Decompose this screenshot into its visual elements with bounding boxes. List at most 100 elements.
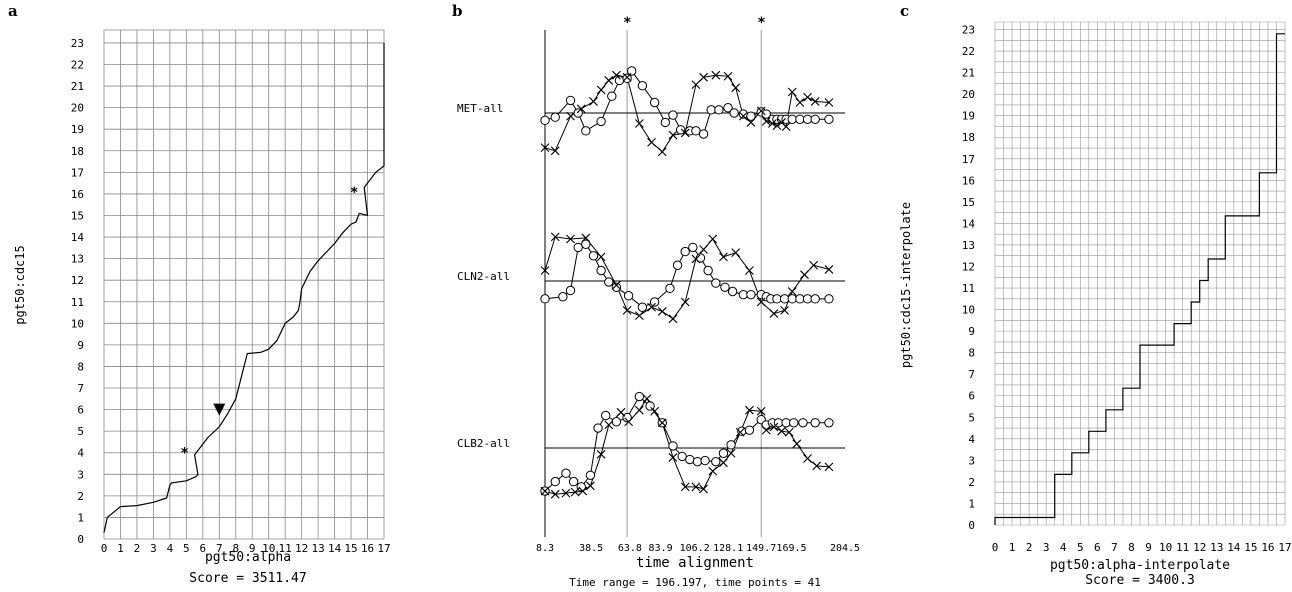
y-tick-label: 4 bbox=[77, 447, 84, 460]
x-tick-label: 13 bbox=[1210, 541, 1223, 554]
x-tick-label: 6 bbox=[1094, 541, 1101, 554]
circle-point bbox=[622, 73, 632, 84]
circle-point bbox=[540, 294, 550, 304]
x-tick-label: 12 bbox=[1193, 541, 1206, 554]
cross-point bbox=[824, 462, 834, 472]
x-tick-label: 106.2 bbox=[680, 543, 710, 554]
circle-point bbox=[789, 418, 799, 428]
star-marker: * bbox=[623, 15, 631, 31]
cross-point bbox=[803, 92, 812, 102]
circle-point bbox=[726, 440, 736, 450]
cross-point bbox=[596, 85, 606, 95]
circle-point bbox=[677, 451, 687, 462]
circle-point bbox=[637, 302, 648, 312]
cross-point bbox=[777, 426, 786, 436]
circle-point bbox=[688, 242, 698, 253]
circle-point bbox=[573, 108, 583, 118]
circle-point bbox=[779, 294, 790, 304]
circle-point bbox=[685, 454, 695, 465]
x-tick-label: 3 bbox=[150, 542, 157, 555]
circle-point bbox=[660, 117, 671, 128]
x-tick-label: 13 bbox=[311, 542, 324, 555]
cross-point bbox=[581, 233, 591, 243]
x-tick-label: 204.5 bbox=[830, 543, 860, 554]
panel-b-label: b bbox=[452, 2, 463, 20]
cross-point bbox=[723, 71, 733, 81]
circle-point bbox=[573, 242, 583, 253]
cross-point bbox=[745, 266, 754, 275]
x-tick-label: 8 bbox=[1128, 541, 1135, 554]
cross-point bbox=[769, 309, 779, 318]
cross-point bbox=[680, 482, 690, 492]
y-tick-label: 10 bbox=[962, 304, 975, 317]
cross-point bbox=[800, 270, 809, 280]
circle-point bbox=[634, 391, 645, 402]
panel-c-caption: Score = 3400.3 bbox=[1085, 573, 1195, 588]
circle-point bbox=[565, 95, 576, 106]
y-tick-label: 8 bbox=[968, 347, 975, 360]
cross-point bbox=[576, 104, 586, 114]
cross-point bbox=[550, 489, 560, 499]
circle-point bbox=[691, 126, 701, 136]
cross-point bbox=[657, 147, 667, 157]
circle-point bbox=[588, 251, 599, 261]
x-tick-label: 38.5 bbox=[579, 543, 603, 554]
cross-point bbox=[691, 80, 701, 90]
cross-point bbox=[824, 98, 834, 107]
cross-point bbox=[596, 252, 606, 262]
circle-point bbox=[746, 111, 756, 121]
y-tick-label: 21 bbox=[962, 67, 975, 80]
circle-point bbox=[761, 109, 771, 119]
circle-point bbox=[622, 412, 632, 423]
circle-point bbox=[540, 115, 550, 126]
circle-point bbox=[810, 418, 820, 428]
cross-point bbox=[824, 265, 834, 274]
cross-point bbox=[809, 260, 819, 270]
y-tick-label: 11 bbox=[71, 296, 84, 309]
cross-point bbox=[596, 449, 606, 459]
y-tick-label: 18 bbox=[962, 131, 975, 144]
circle-point bbox=[706, 105, 716, 115]
x-tick-label: 15 bbox=[1244, 541, 1257, 554]
panel-a-chart: a 0 1 2 3 4 5 6 7 8 9 10 11 12 13 14 15 16 17012345678910… bbox=[8, 2, 391, 586]
cross-point bbox=[812, 461, 822, 471]
panel-a-label: a bbox=[8, 2, 18, 20]
y-tick-label: 22 bbox=[962, 45, 975, 58]
circle-point bbox=[802, 114, 813, 125]
cross-point bbox=[540, 486, 550, 496]
cross-point bbox=[570, 487, 580, 497]
series-label: CLB2-all bbox=[457, 437, 510, 450]
y-tick-label: 9 bbox=[77, 339, 84, 352]
cross-point bbox=[668, 314, 678, 324]
x-tick-label: 149.7 bbox=[746, 543, 776, 554]
y-tick-label: 12 bbox=[71, 274, 84, 287]
y-tick-label: 7 bbox=[77, 382, 84, 395]
panel-b-chart: b * * MET-all CLN2-all CLB2-all 8.3 38.5 63.8… bbox=[452, 2, 860, 589]
circle-point bbox=[711, 456, 721, 467]
y-tick-label: 1 bbox=[77, 511, 84, 524]
cross-point bbox=[708, 466, 718, 476]
x-tick-label: 5 bbox=[1077, 541, 1084, 554]
panel-a-xlabel: pgt50:alpha bbox=[205, 550, 291, 565]
panel-c-grid bbox=[994, 21, 1286, 526]
star-marker: * bbox=[180, 446, 188, 462]
circle-point bbox=[593, 423, 603, 433]
circle-point bbox=[585, 470, 596, 480]
circle-point bbox=[772, 294, 782, 304]
cross-point bbox=[699, 245, 708, 254]
panel-c-label: c bbox=[900, 2, 909, 20]
circle-point bbox=[668, 110, 678, 120]
circle-point bbox=[550, 476, 560, 487]
circle-point bbox=[680, 246, 690, 257]
y-tick-label: 19 bbox=[71, 123, 84, 136]
x-tick-label: 4 bbox=[1060, 541, 1067, 554]
circle-point bbox=[714, 105, 724, 115]
circle-point bbox=[611, 417, 622, 427]
cross-point bbox=[708, 234, 718, 244]
y-tick-label: 16 bbox=[71, 188, 84, 201]
cross-point bbox=[731, 83, 741, 93]
cross-point bbox=[657, 307, 667, 316]
circle-point bbox=[802, 294, 813, 304]
circle-point bbox=[824, 114, 834, 125]
circle-point bbox=[703, 265, 713, 276]
